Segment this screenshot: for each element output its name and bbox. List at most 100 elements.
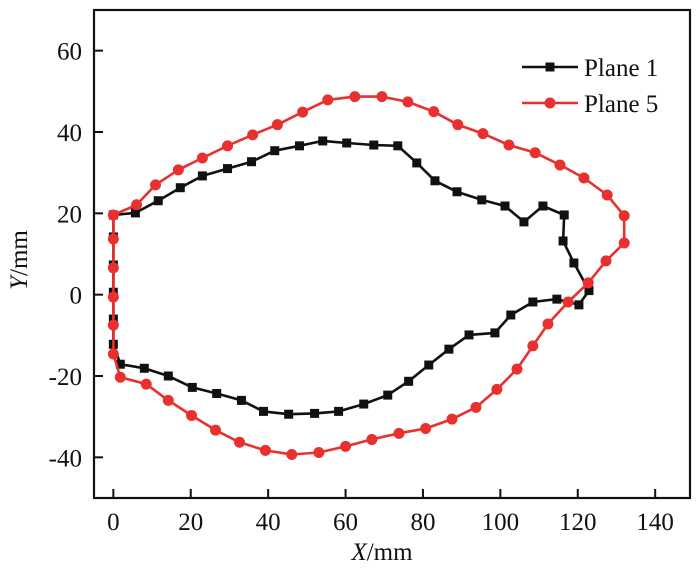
y-tick-label: 20 <box>57 201 82 228</box>
data-point-square <box>212 388 222 398</box>
data-point-square <box>552 294 562 304</box>
data-point-square <box>584 286 594 296</box>
data-point-square <box>130 208 140 218</box>
series-layer <box>107 91 630 460</box>
series-plane-1 <box>108 136 594 419</box>
x-tick-label: 120 <box>559 509 597 536</box>
data-point-circle <box>247 129 259 141</box>
data-point-circle <box>393 427 405 439</box>
data-point-circle <box>313 446 325 458</box>
x-tick-label: 80 <box>410 509 435 536</box>
data-point-square <box>295 141 305 151</box>
data-point-circle <box>107 209 119 221</box>
data-point-circle <box>107 319 119 331</box>
x-tick-label: 20 <box>178 509 203 536</box>
data-point-square <box>153 196 163 206</box>
data-point-circle <box>562 296 574 308</box>
data-point-circle <box>297 106 309 118</box>
data-point-circle <box>349 91 361 103</box>
data-point-circle <box>150 179 162 191</box>
data-point-circle <box>452 119 464 131</box>
data-point-square <box>197 171 207 181</box>
legend-item: Plane 5 <box>522 91 658 118</box>
data-point-circle <box>234 436 246 448</box>
y-axis: -40 -20 0 20 40 60 <box>49 39 103 472</box>
data-point-square <box>139 363 149 373</box>
x-tick-label: 100 <box>482 509 520 536</box>
y-axis-label-unit: /mm <box>6 230 33 276</box>
data-point-circle <box>477 128 489 140</box>
data-point-circle <box>107 233 119 245</box>
data-point-square <box>477 195 487 205</box>
data-point-square <box>490 328 500 338</box>
data-point-circle <box>529 147 541 159</box>
data-point-circle <box>259 444 271 456</box>
data-point-square <box>519 217 529 227</box>
x-tick-label: 60 <box>333 509 358 536</box>
data-point-circle <box>131 199 143 211</box>
data-point-square <box>334 406 344 416</box>
data-point-circle <box>376 91 388 103</box>
data-point-square <box>236 395 246 405</box>
data-point-square <box>506 310 516 320</box>
data-point-circle <box>618 210 630 222</box>
data-point-circle <box>196 152 208 164</box>
data-point-square <box>359 399 369 409</box>
x-axis-label-var: X <box>350 539 368 566</box>
x-axis-label-unit: /mm <box>367 539 413 566</box>
data-point-circle <box>210 424 222 436</box>
data-point-circle <box>271 119 283 131</box>
x-tick-label: 0 <box>107 509 120 536</box>
data-point-square <box>342 138 352 148</box>
data-point-circle <box>503 139 515 151</box>
data-point-square <box>163 371 173 381</box>
legend-marker-circle <box>544 97 556 109</box>
data-point-circle <box>601 189 613 201</box>
data-point-circle <box>222 140 234 152</box>
y-tick-label: 0 <box>70 283 83 310</box>
data-point-circle <box>600 255 612 267</box>
data-point-square <box>284 409 294 419</box>
y-axis-label: Y/mm <box>6 230 33 290</box>
data-point-circle <box>107 291 119 303</box>
data-point-circle <box>542 318 554 330</box>
series-plane-5 <box>107 91 630 460</box>
data-point-square <box>383 390 393 400</box>
data-point-circle <box>340 440 352 452</box>
data-point-circle <box>107 348 119 360</box>
x-axis-label: X/mm <box>350 539 413 566</box>
data-point-square <box>318 136 328 146</box>
x-tick-label: 40 <box>256 509 281 536</box>
data-point-circle <box>107 262 119 274</box>
data-point-circle <box>140 378 152 390</box>
data-point-circle <box>428 106 440 118</box>
data-point-square <box>452 187 462 197</box>
x-axis: 0 20 40 60 80 100 120 140 <box>107 489 674 536</box>
data-point-circle <box>511 363 523 375</box>
legend-item: Plane 1 <box>522 55 658 82</box>
data-point-square <box>187 382 197 392</box>
legend-label: Plane 1 <box>584 55 658 82</box>
y-tick-label: 60 <box>57 39 82 66</box>
data-point-circle <box>618 237 630 249</box>
data-point-circle <box>578 172 590 184</box>
data-point-square <box>558 236 568 246</box>
y-tick-label: -20 <box>49 364 82 391</box>
legend: Plane 1 Plane 5 <box>522 55 658 118</box>
data-point-circle <box>186 409 198 421</box>
data-point-square <box>412 158 422 168</box>
data-point-square <box>430 176 440 186</box>
data-point-square <box>574 300 584 310</box>
data-point-square <box>559 210 569 220</box>
plot-frame <box>92 8 692 500</box>
data-point-square <box>223 164 233 174</box>
x-tick-label: 140 <box>636 509 674 536</box>
data-point-square <box>270 146 280 156</box>
data-point-square <box>247 157 257 167</box>
data-point-square <box>259 406 269 416</box>
data-point-square <box>404 376 414 386</box>
data-point-square <box>538 201 548 211</box>
data-point-circle <box>286 448 298 460</box>
data-point-square <box>369 140 379 150</box>
